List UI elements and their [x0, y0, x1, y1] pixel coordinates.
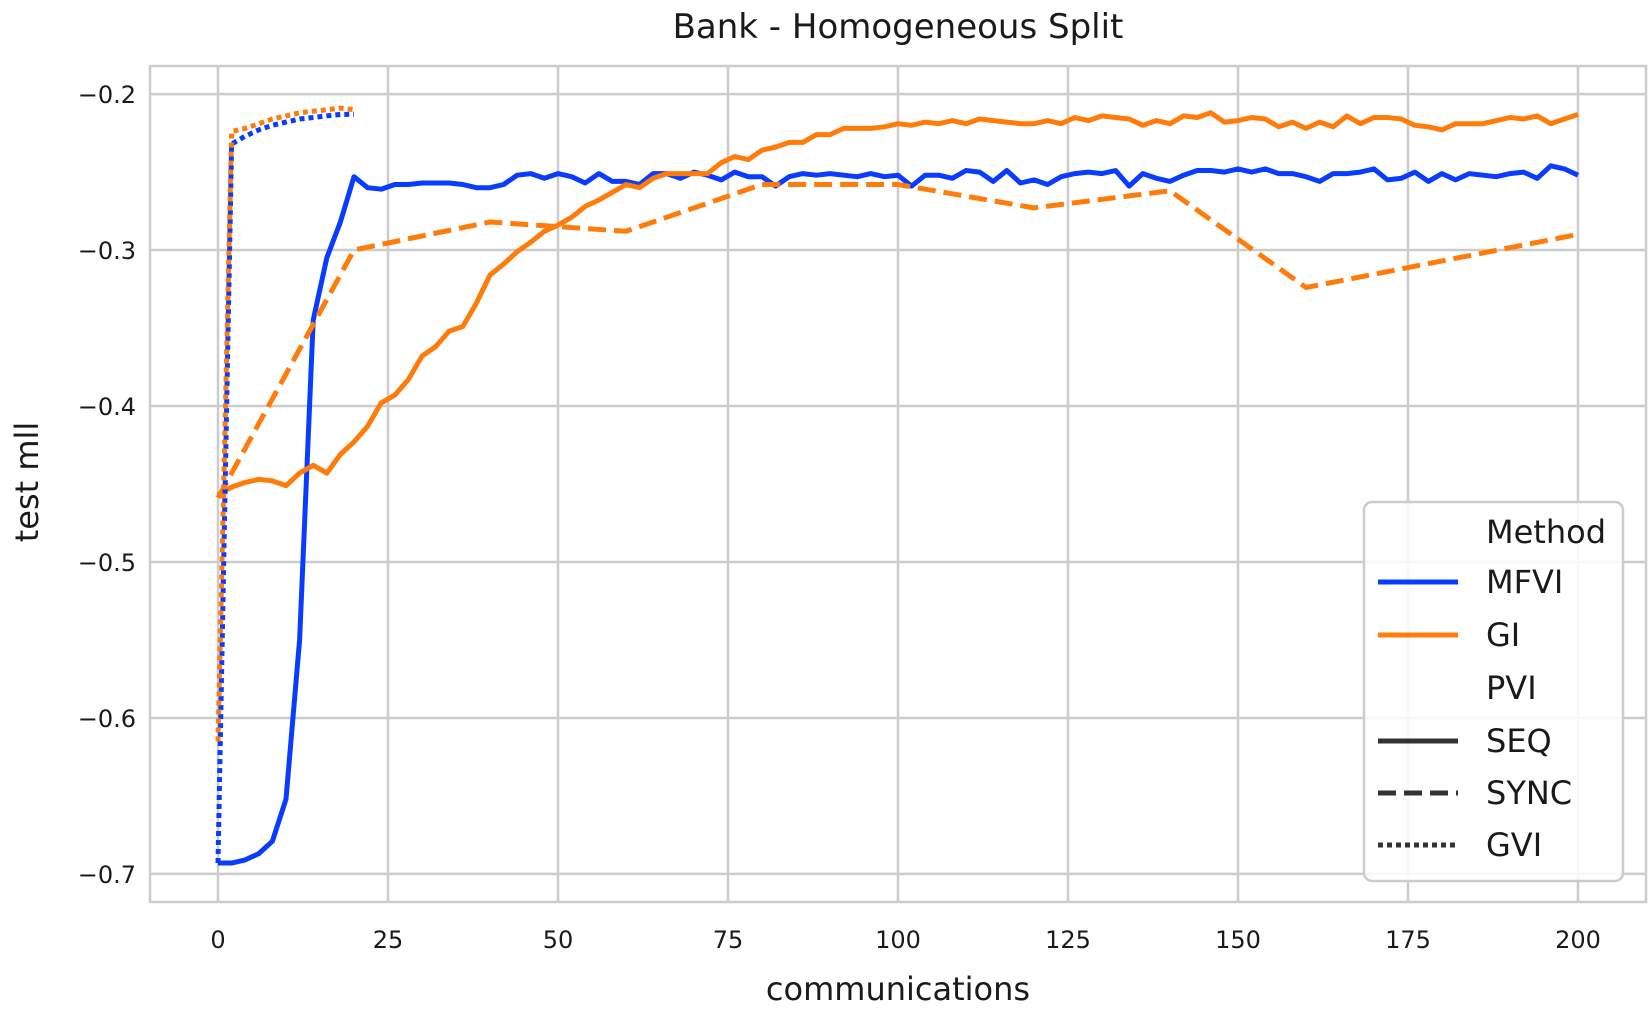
y-tick-label: −0.2 — [78, 81, 136, 109]
x-tick-label: 25 — [373, 926, 404, 954]
x-tick-label: 0 — [210, 926, 225, 954]
y-tick-label: −0.4 — [78, 393, 136, 421]
x-tick-label: 50 — [543, 926, 574, 954]
series-line-gi-seq — [216, 110, 1579, 498]
legend-label-gvi: GVI — [1486, 826, 1542, 864]
y-tick-label: −0.7 — [78, 861, 136, 889]
legend-label-mfvi: MFVI — [1486, 563, 1563, 601]
y-tick-label: −0.3 — [78, 237, 136, 265]
legend-label-gi: GI — [1486, 616, 1520, 654]
x-tick-label: 150 — [1215, 926, 1261, 954]
tick-labels: 0 25 50 75 100 125 150 175 200 −0.2 −0.3 −0.4 −0.5 −0… — [78, 81, 1601, 954]
plot-frame — [148, 64, 1648, 904]
x-tick-label: 175 — [1385, 926, 1431, 954]
y-tick-label: −0.5 — [78, 549, 136, 577]
chart-title: Bank - Homogeneous Split — [673, 7, 1124, 47]
legend-style-title: PVI — [1486, 669, 1537, 707]
x-tick-label: 200 — [1555, 926, 1601, 954]
legend-box — [1362, 500, 1625, 883]
y-axis-label: test mll — [8, 422, 46, 543]
y-tick-label: −0.6 — [78, 705, 136, 733]
x-axis-label: communications — [766, 970, 1030, 1008]
series-line-gi-gvi — [215, 105, 355, 742]
series-lines — [215, 105, 1580, 866]
series-line-mfvi-gvi — [215, 111, 354, 864]
legend-hue-title: Method — [1486, 513, 1606, 551]
series-line-gi-sync — [215, 182, 1579, 500]
legend: Method MFVI GI PVI SEQ SYNC GVI — [1362, 500, 1625, 883]
legend-label-sync: SYNC — [1486, 774, 1572, 812]
x-tick-label: 75 — [713, 926, 744, 954]
x-tick-label: 125 — [1045, 926, 1091, 954]
x-tick-label: 100 — [875, 926, 921, 954]
plot-border — [148, 64, 1648, 904]
series-line-mfvi-seq — [218, 163, 1580, 866]
legend-label-seq: SEQ — [1486, 722, 1552, 760]
